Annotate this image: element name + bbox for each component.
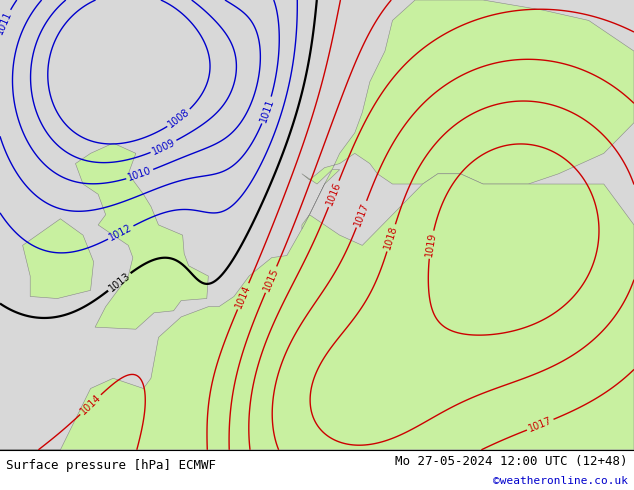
Text: 1012: 1012 [108,222,134,243]
Text: 1009: 1009 [150,137,177,156]
Text: 1017: 1017 [527,416,553,434]
Text: 1008: 1008 [166,107,191,130]
Text: 1018: 1018 [383,225,399,251]
Text: 1010: 1010 [127,166,153,183]
Text: Mo 27-05-2024 12:00 UTC (12+48): Mo 27-05-2024 12:00 UTC (12+48) [395,455,628,467]
Text: ©weatheronline.co.uk: ©weatheronline.co.uk [493,476,628,486]
Text: 1016: 1016 [325,181,343,207]
Text: 1017: 1017 [353,201,371,227]
Text: 1014: 1014 [234,283,252,310]
Text: 1013: 1013 [107,270,132,294]
Text: 1015: 1015 [262,266,280,293]
Text: 1011: 1011 [0,9,14,36]
Text: 1014: 1014 [78,392,103,416]
Text: 1019: 1019 [424,232,438,258]
Text: 1011: 1011 [258,97,276,123]
Text: Surface pressure [hPa] ECMWF: Surface pressure [hPa] ECMWF [6,459,216,471]
